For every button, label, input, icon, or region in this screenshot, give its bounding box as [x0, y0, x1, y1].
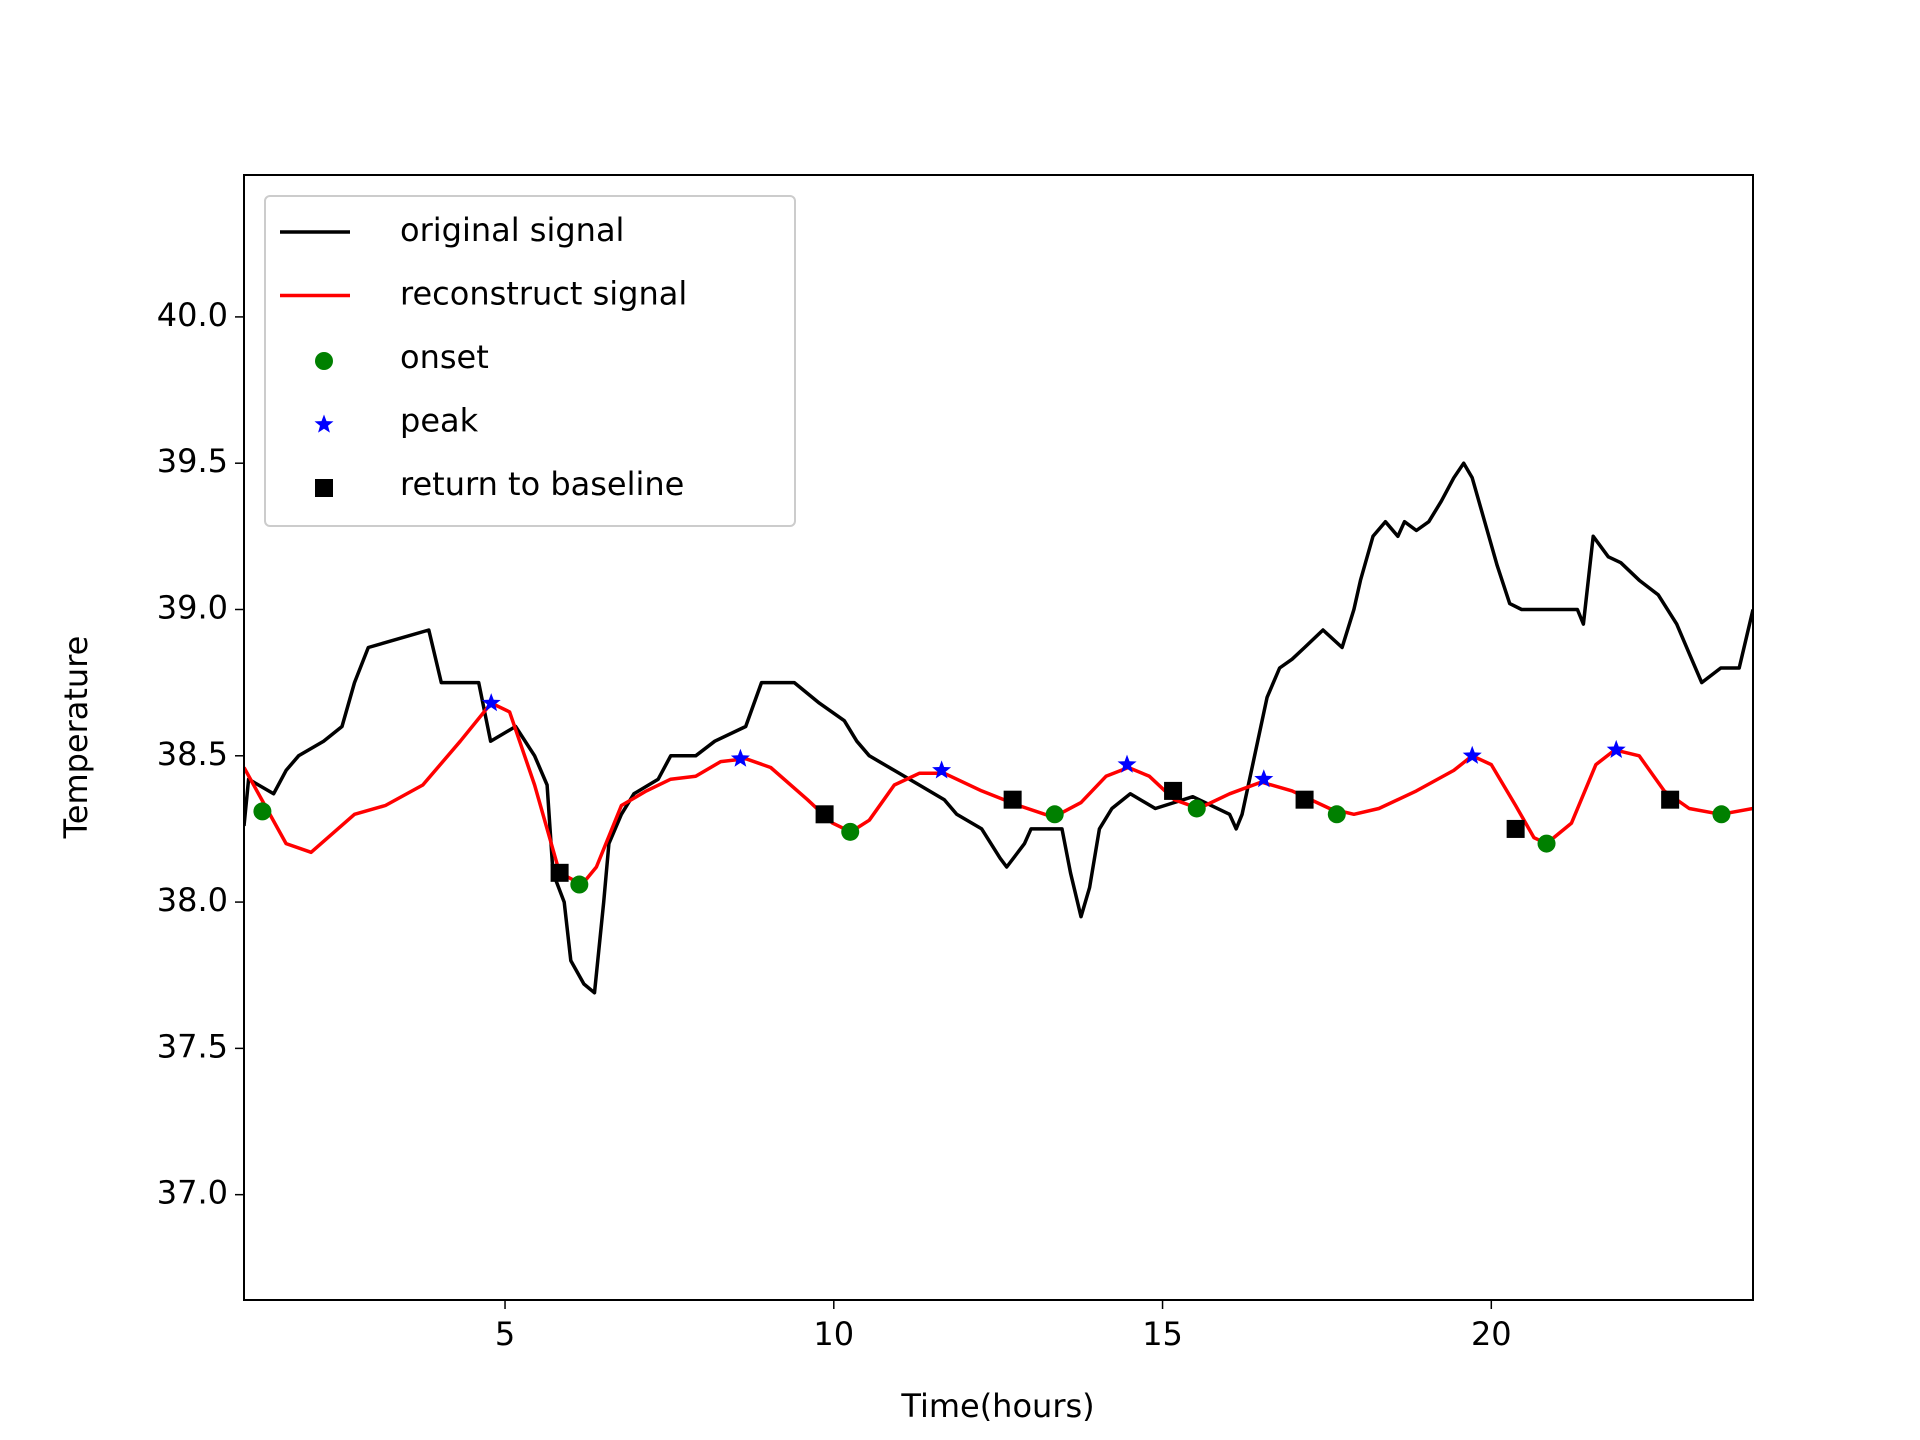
- baseline-point: [1003, 790, 1022, 809]
- onset-point: [1327, 805, 1346, 824]
- onset-point: [1537, 834, 1556, 853]
- legend-box: [264, 195, 796, 527]
- plot-area: [244, 461, 1753, 995]
- baseline-point: [1164, 781, 1183, 800]
- onset-point: [1187, 799, 1206, 818]
- baseline-point: [1295, 790, 1314, 809]
- peak-point: [730, 748, 750, 767]
- y-tick-label: 38.5: [157, 735, 228, 773]
- peak-point: [1254, 769, 1274, 788]
- peak-point: [1462, 745, 1482, 764]
- peak-point: [481, 693, 501, 712]
- peak-point: [932, 760, 952, 779]
- x-tick-label: 5: [495, 1315, 515, 1353]
- y-tick-label: 40.0: [157, 296, 228, 334]
- legend-label: onset: [400, 338, 489, 376]
- x-axis-label: Time(hours): [900, 1387, 1094, 1425]
- legend-label: original signal: [400, 211, 624, 249]
- baseline-point: [550, 863, 569, 882]
- plot-frame: [243, 174, 1754, 1301]
- peak-point: [1606, 739, 1626, 758]
- y-axis-label: Temperature: [57, 636, 95, 840]
- onset-point: [253, 802, 272, 821]
- y-tick-label: 38.0: [157, 881, 228, 919]
- x-tick-label: 10: [813, 1315, 854, 1353]
- legend-swatch: [315, 479, 333, 497]
- onset-point: [841, 822, 860, 841]
- x-tick-label: 15: [1142, 1315, 1183, 1353]
- legend-swatch: [315, 352, 333, 370]
- baseline-point: [815, 805, 834, 824]
- onset-point: [570, 875, 589, 894]
- x-tick-label: 20: [1471, 1315, 1512, 1353]
- signal-line: [244, 461, 1753, 995]
- y-tick-label: 37.0: [157, 1174, 228, 1212]
- onset-point: [1045, 805, 1064, 824]
- baseline-point: [1506, 819, 1525, 838]
- onset-point: [1712, 805, 1731, 824]
- y-tick-label: 39.0: [157, 588, 228, 626]
- legend-label: peak: [400, 402, 479, 440]
- legend-label: return to baseline: [400, 465, 684, 503]
- legend-label: reconstruct signal: [400, 275, 687, 313]
- y-tick-label: 39.5: [157, 442, 228, 480]
- legend-swatch: [314, 414, 334, 433]
- peak-point: [1117, 754, 1137, 773]
- baseline-point: [1661, 790, 1680, 809]
- y-tick-label: 37.5: [157, 1027, 228, 1065]
